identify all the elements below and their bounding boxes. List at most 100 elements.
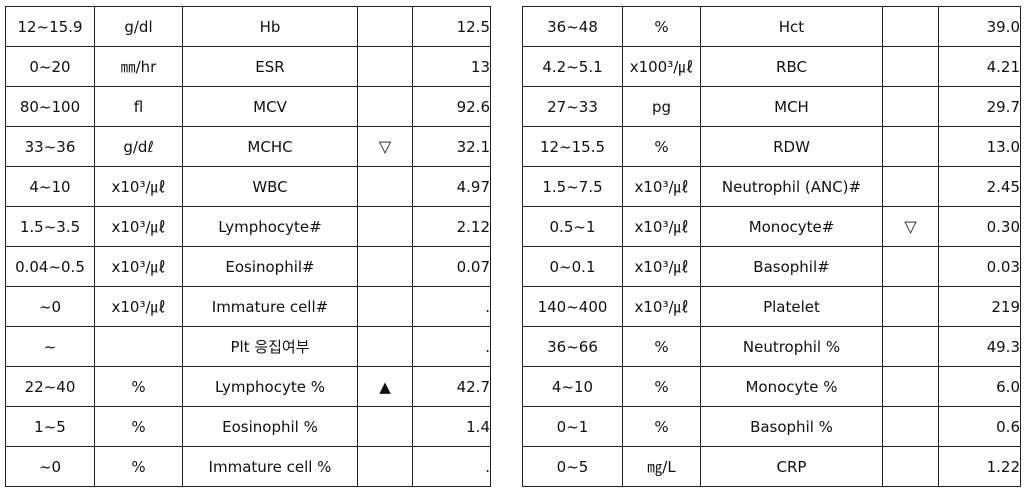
abnormal-flag-cell: ▽: [357, 126, 413, 167]
unit-cell: pg: [622, 86, 701, 127]
test-name-cell: Basophil#: [700, 246, 883, 287]
reference-range-cell: ~: [5, 326, 95, 367]
table-row: 27~33 pg MCH 29.7: [522, 86, 1021, 127]
unit-cell: %: [622, 126, 701, 167]
unit-cell: %: [94, 406, 183, 447]
test-name-cell: Platelet: [700, 286, 883, 327]
abnormal-flag-cell: [357, 406, 413, 447]
reference-range-cell: 0~5: [522, 446, 623, 487]
result-value-cell: 219: [938, 286, 1021, 327]
result-value-cell: 2.45: [938, 166, 1021, 207]
unit-cell: %: [622, 6, 701, 47]
abnormal-flag-cell: [357, 286, 413, 327]
test-name-cell: Neutrophil (ANC)#: [700, 166, 883, 207]
unit-cell: x10³/㎕: [94, 286, 183, 327]
table-row: 1.5~7.5 x10³/㎕ Neutrophil (ANC)# 2.45: [522, 166, 1021, 207]
result-value-cell: 0.03: [938, 246, 1021, 287]
result-value-cell: 4.21: [938, 46, 1021, 87]
lab-results-table-right: 36~48% Hct 39.0 4.2~5.1 x100³/㎕ RBC 4.21 27~33 p…: [522, 6, 1021, 487]
test-name-cell: Neutrophil %: [700, 326, 883, 367]
result-value-cell: 29.7: [938, 86, 1021, 127]
reference-range-cell: 33~36: [5, 126, 95, 167]
reference-range-cell: 1.5~7.5: [522, 166, 623, 207]
test-name-cell: MCV: [182, 86, 358, 127]
test-name-cell: Monocyte %: [700, 366, 883, 407]
test-name-cell: MCHC: [182, 126, 358, 167]
abnormal-flag-cell: [357, 86, 413, 127]
result-value-cell: 49.3: [938, 326, 1021, 367]
abnormal-flag-cell: [357, 206, 413, 247]
result-value-cell: .: [412, 446, 491, 487]
test-name-cell: RBC: [700, 46, 883, 87]
test-name-cell: CRP: [700, 446, 883, 487]
table-row: ~ Plt 응집여부.: [5, 326, 491, 367]
reference-range-cell: 0.5~1: [522, 206, 623, 247]
result-value-cell: 32.1: [412, 126, 491, 167]
abnormal-flag-cell: ▽: [882, 206, 939, 247]
result-value-cell: 42.7: [412, 366, 491, 407]
unit-cell: %: [622, 326, 701, 367]
table-row: 33~36 g/dℓ MCHC ▽ 32.1: [5, 126, 491, 167]
unit-cell: x10³/㎕: [94, 246, 183, 287]
abnormal-flag-cell: [882, 86, 939, 127]
table-row: 4.2~5.1 x100³/㎕ RBC 4.21: [522, 46, 1021, 87]
high-flag-icon: ▲: [379, 377, 391, 396]
reference-range-cell: 0~1: [522, 406, 623, 447]
reference-range-cell: 1~5: [5, 406, 95, 447]
result-value-cell: 39.0: [938, 6, 1021, 47]
reference-range-cell: ~0: [5, 286, 95, 327]
unit-cell: [94, 326, 183, 367]
reference-range-cell: 36~48: [522, 6, 623, 47]
abnormal-flag-cell: [882, 46, 939, 87]
reference-range-cell: 36~66: [522, 326, 623, 367]
table-row: 12~15.5% RDW 13.0: [522, 126, 1021, 167]
abnormal-flag-cell: [882, 246, 939, 287]
abnormal-flag-cell: [882, 126, 939, 167]
result-value-cell: 13.0: [938, 126, 1021, 167]
reference-range-cell: 4.2~5.1: [522, 46, 623, 87]
table-row: 12~15.9 g/dl Hb 12.5: [5, 6, 491, 47]
reference-range-cell: 0~0.1: [522, 246, 623, 287]
test-name-cell: Eosinophil#: [182, 246, 358, 287]
result-value-cell: 13: [412, 46, 491, 87]
result-value-cell: 4.97: [412, 166, 491, 207]
reference-range-cell: 27~33: [522, 86, 623, 127]
abnormal-flag-cell: [357, 446, 413, 487]
result-value-cell: 2.12: [412, 206, 491, 247]
abnormal-flag-cell: [357, 6, 413, 47]
low-flag-icon: ▽: [904, 217, 917, 236]
test-name-cell: Eosinophil %: [182, 406, 358, 447]
table-row: 0~1% Basophil % 0.6: [522, 406, 1021, 447]
test-name-cell: Immature cell %: [182, 446, 358, 487]
lab-results-table-left: 12~15.9 g/dl Hb 12.5 0~20 ㎜/hr ESR 13 80~100 fl MC…: [5, 6, 491, 487]
reference-range-cell: ~0: [5, 446, 95, 487]
table-row: 0~20 ㎜/hr ESR 13: [5, 46, 491, 87]
table-row: 1.5~3.5 x10³/㎕ Lymphocyte# 2.12: [5, 206, 491, 247]
unit-cell: %: [94, 446, 183, 487]
table-row: ~0% Immature cell %.: [5, 446, 491, 487]
test-name-cell: ESR: [182, 46, 358, 87]
test-name-cell: WBC: [182, 166, 358, 207]
test-name-cell: MCH: [700, 86, 883, 127]
unit-cell: x10³/㎕: [622, 166, 701, 207]
abnormal-flag-cell: [882, 6, 939, 47]
table-row: 4~10 x10³/㎕ WBC 4.97: [5, 166, 491, 207]
result-value-cell: 0.30: [938, 206, 1021, 247]
table-row: 0.04~0.5 x10³/㎕ Eosinophil# 0.07: [5, 246, 491, 287]
reference-range-cell: 4~10: [522, 366, 623, 407]
reference-range-cell: 4~10: [5, 166, 95, 207]
test-name-cell: Lymphocyte %: [182, 366, 358, 407]
reference-range-cell: 0~20: [5, 46, 95, 87]
abnormal-flag-cell: [357, 46, 413, 87]
unit-cell: ㎜/hr: [94, 46, 183, 87]
table-row: 140~400 x10³/㎕ Platelet 219: [522, 286, 1021, 327]
table-row: 36~48% Hct 39.0: [522, 6, 1021, 47]
unit-cell: x10³/㎕: [94, 206, 183, 247]
test-name-cell: Plt 응집여부: [182, 326, 358, 367]
abnormal-flag-cell: [357, 166, 413, 207]
abnormal-flag-cell: [882, 446, 939, 487]
abnormal-flag-cell: [882, 406, 939, 447]
test-name-cell: RDW: [700, 126, 883, 167]
table-row: 80~100 fl MCV 92.6: [5, 86, 491, 127]
